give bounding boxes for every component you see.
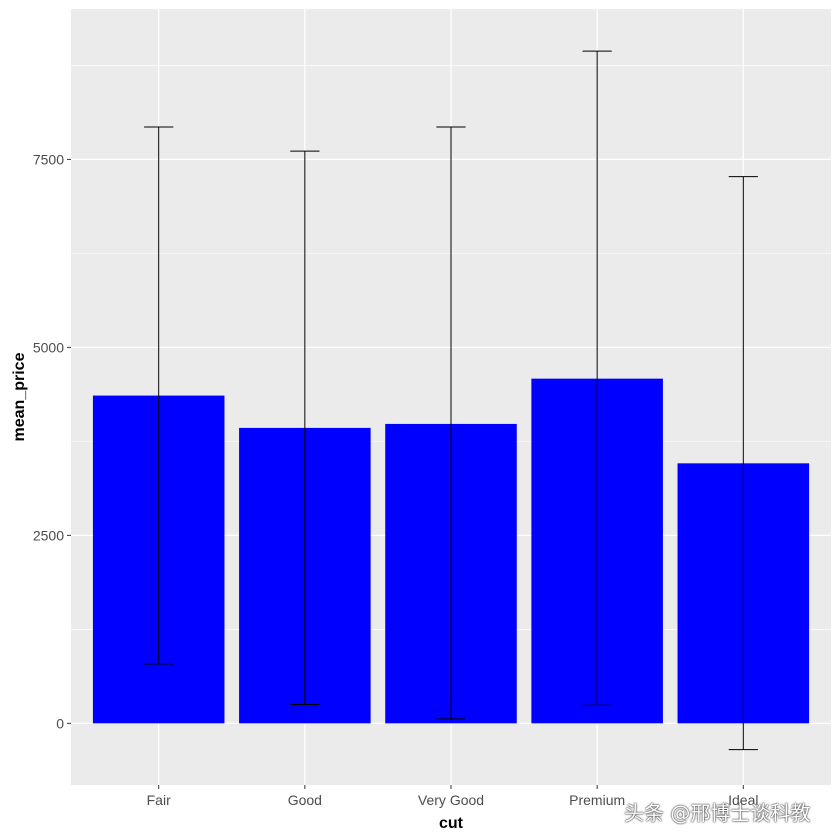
x-tick-label: Premium xyxy=(569,792,625,808)
x-axis-title: cut xyxy=(439,815,464,832)
y-tick-label: 2500 xyxy=(33,527,64,543)
x-tick-label: Fair xyxy=(147,792,171,808)
x-tick-label: Very Good xyxy=(418,792,484,808)
x-axis: Fair Good Very Good Premium Ideal xyxy=(147,785,758,808)
y-axis-title: mean_price xyxy=(11,352,28,441)
y-tick-label: 7500 xyxy=(33,151,64,167)
x-tick-label: Ideal xyxy=(728,792,758,808)
x-tick-label: Good xyxy=(288,792,322,808)
y-tick-label: 5000 xyxy=(33,339,64,355)
watermark-text: 头条 @邢博士谈科教 xyxy=(624,801,811,825)
y-tick-label: 0 xyxy=(56,715,64,731)
y-axis: 0 2500 5000 7500 xyxy=(33,151,71,731)
error-bars-group xyxy=(144,50,758,751)
